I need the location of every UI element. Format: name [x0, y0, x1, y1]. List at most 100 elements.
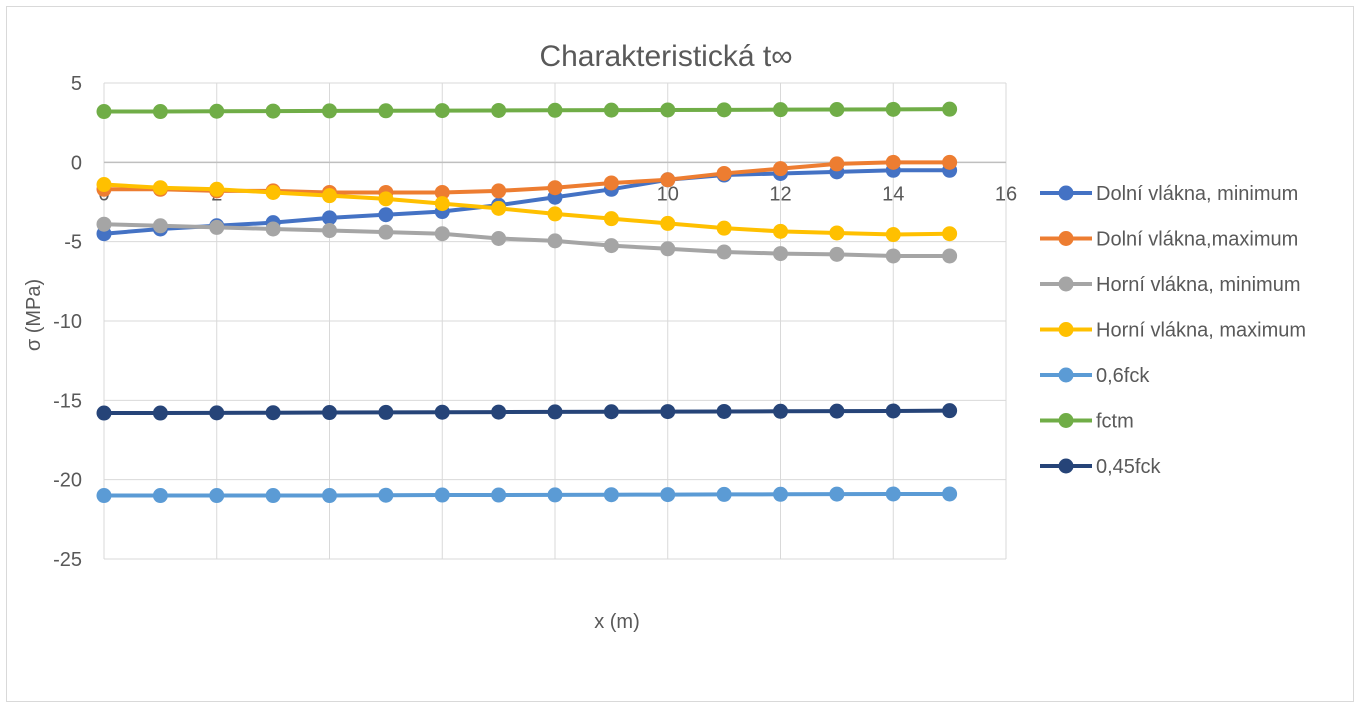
data-point: [660, 215, 676, 231]
y-tick-label: -25: [53, 549, 82, 571]
y-tick-label: -5: [64, 232, 82, 254]
data-point: [603, 238, 619, 254]
data-point: [265, 405, 281, 421]
y-tick-label: 0: [71, 152, 82, 174]
data-point: [829, 486, 845, 502]
data-point: [716, 403, 732, 419]
legend-marker: [1058, 231, 1074, 246]
x-tick-label: 12: [769, 183, 791, 205]
y-tick-label: -15: [53, 390, 82, 412]
data-point: [942, 101, 958, 117]
data-point: [491, 230, 507, 246]
legend-label: Horní vlákna, minimum: [1096, 274, 1301, 296]
data-point: [547, 206, 563, 222]
data-point: [434, 226, 450, 242]
series-4: [96, 486, 958, 504]
data-point: [378, 207, 394, 223]
data-point: [885, 101, 901, 117]
y-tick-label: 5: [71, 73, 82, 95]
data-point: [434, 487, 450, 503]
data-point: [716, 102, 732, 118]
series-line: [104, 408, 950, 416]
data-point: [434, 404, 450, 420]
data-point: [773, 161, 788, 177]
data-point: [322, 103, 337, 119]
data-point: [322, 488, 337, 504]
legend: Dolní vlákna, minimum Dolní vlákna,maximu…: [1040, 183, 1306, 478]
data-point: [209, 405, 225, 421]
legend-label: Dolní vlákna,maximum: [1096, 229, 1298, 251]
data-point: [603, 211, 619, 227]
legend-marker: [1058, 276, 1074, 292]
x-tick-label: 16: [995, 183, 1017, 205]
series-line: [104, 491, 950, 498]
data-point: [829, 403, 845, 419]
series-5: [96, 101, 958, 120]
data-point: [265, 184, 281, 200]
data-point: [829, 225, 845, 241]
data-point: [209, 103, 225, 119]
series-group: [96, 101, 958, 504]
legend-marker: [1058, 185, 1074, 201]
data-point: [885, 403, 901, 419]
data-point: [773, 486, 788, 502]
x-tick-label: 10: [657, 183, 679, 205]
legend-marker: [1058, 458, 1074, 474]
data-point: [829, 246, 845, 262]
data-point: [885, 486, 901, 502]
data-point: [322, 405, 337, 421]
data-point: [942, 403, 958, 419]
data-point: [885, 227, 901, 243]
data-point: [491, 487, 507, 503]
legend-item: 0,45fck: [1040, 456, 1161, 478]
data-point: [491, 183, 507, 199]
data-point: [773, 223, 788, 239]
series-2: [96, 216, 958, 264]
data-point: [716, 244, 732, 260]
legend-label: 0,6fck: [1096, 365, 1150, 387]
x-tick-label: 14: [882, 183, 904, 205]
legend-item: Dolní vlákna, minimum: [1040, 183, 1298, 205]
data-point: [660, 241, 676, 257]
series-line: [103, 168, 950, 236]
data-point: [96, 104, 112, 120]
x-axis-label: x (m): [594, 611, 640, 633]
data-point: [547, 180, 563, 196]
data-point: [491, 102, 507, 118]
data-point: [885, 248, 901, 264]
legend-label: Horní vlákna, maximum: [1096, 320, 1306, 342]
data-point: [434, 196, 450, 212]
data-point: [434, 103, 450, 119]
y-tick-label: -20: [53, 470, 82, 492]
legend-item: Dolní vlákna,maximum: [1040, 229, 1298, 251]
series-6: [96, 403, 958, 421]
data-point: [773, 246, 788, 262]
data-point: [434, 184, 450, 200]
data-point: [209, 488, 225, 504]
data-point: [152, 180, 168, 196]
data-point: [660, 102, 676, 118]
data-point: [829, 101, 845, 117]
legend-marker: [1058, 413, 1074, 428]
data-point: [716, 486, 732, 502]
data-point: [265, 488, 281, 504]
data-point: [378, 103, 394, 119]
data-point: [603, 175, 619, 191]
data-point: [378, 224, 394, 240]
data-point: [942, 226, 958, 242]
chart-area: [6, 6, 1354, 702]
data-point: [152, 218, 168, 234]
data-point: [716, 220, 732, 236]
series-3: [96, 177, 958, 243]
legend-label: Dolní vlákna, minimum: [1096, 183, 1298, 205]
data-point: [378, 487, 394, 503]
data-point: [885, 154, 901, 170]
data-point: [603, 404, 619, 420]
data-point: [96, 488, 112, 504]
data-point: [378, 404, 394, 420]
data-point: [265, 103, 281, 119]
chart-title: Charakteristická t∞: [539, 40, 792, 73]
data-point: [829, 156, 845, 172]
data-point: [491, 404, 507, 420]
